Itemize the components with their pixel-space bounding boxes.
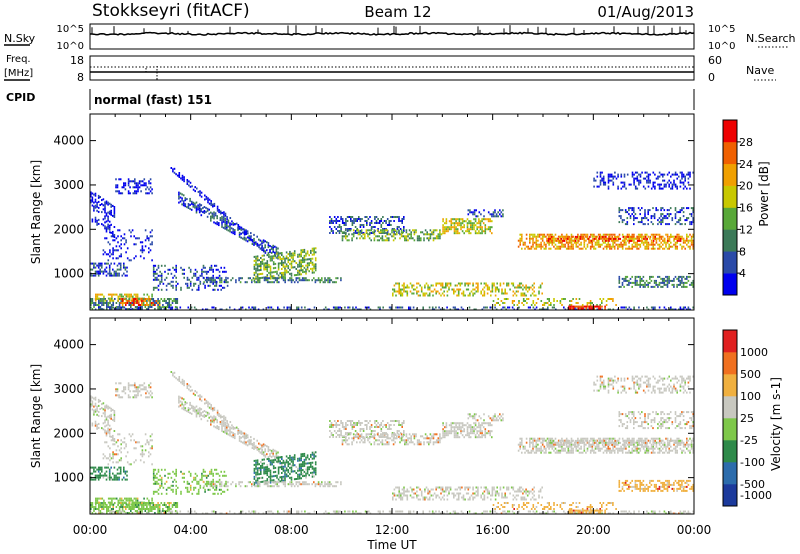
freq-left-tick-bottom: 8 — [77, 71, 84, 84]
freq-right-tick-bottom: 0 — [708, 71, 715, 84]
colorbar-tick-label: 500 — [740, 368, 761, 381]
x-tick-label: 04:00 — [173, 523, 208, 537]
freq-panel-frame — [89, 55, 695, 81]
station-title: Stokkseyri (fitACF) — [92, 1, 250, 21]
colorbar-swatch — [723, 185, 737, 208]
colorbar-tick-label: 4 — [739, 267, 746, 280]
colorbar-swatch — [723, 440, 737, 463]
x-tick-label: 12:00 — [375, 523, 410, 537]
colorbar-swatch — [723, 273, 737, 296]
noise-left-label: N.Sky — [4, 32, 36, 45]
velocity-ylabel: Slant Range [km] — [29, 364, 43, 468]
colorbar-tick-label: -500 — [740, 478, 765, 491]
x-tick-label: 16:00 — [475, 523, 510, 537]
colorbar-swatch — [723, 330, 737, 353]
freq-right-tick-top: 60 — [708, 54, 722, 67]
colorbar-swatch — [723, 207, 737, 230]
velocity-colorbar: 1000 500 100 25 -25 -100 -500-1000 — [722, 329, 772, 507]
colorbar-swatch — [723, 418, 737, 441]
noise-panel-frame — [89, 23, 695, 50]
colorbar-swatch — [723, 352, 737, 375]
colorbar-tick-label: -1000 — [740, 489, 772, 502]
y-tick-label: 4000 — [53, 134, 84, 148]
power-colorbar: 4 8 12 16 20 24 28 — [722, 119, 753, 296]
velocity-colorbar-label: Velocity [m s-1] — [769, 377, 783, 471]
velocity-y-ticks: 1000 2000 3000 4000 — [53, 338, 694, 485]
freq-panel: Freq. [MHz] 18 8 60 0 Nave — [4, 54, 776, 84]
y-tick-label: 1000 — [53, 267, 84, 281]
power-x-ticks — [89, 114, 695, 310]
x-tick-label: 20:00 — [576, 523, 611, 537]
velocity-data — [90, 371, 694, 515]
colorbar-swatch — [723, 462, 737, 485]
power-frame — [89, 113, 695, 311]
power-data — [90, 167, 694, 311]
colorbar-swatch — [723, 141, 737, 165]
y-tick-label: 2000 — [53, 222, 84, 236]
colorbar-tick-label: 24 — [739, 158, 753, 171]
colorbar-swatch — [723, 120, 737, 143]
noise-right-label: N.Search — [746, 32, 796, 45]
x-axis-label: Time UT — [366, 538, 417, 552]
power-colorbar-label: Power [dB] — [757, 161, 771, 226]
cpid-mode: normal (fast) 151 — [94, 93, 212, 107]
colorbar-tick-label: 12 — [739, 223, 753, 236]
beam-title: Beam 12 — [364, 3, 431, 21]
power-ylabel: Slant Range [km] — [29, 160, 43, 264]
y-tick-label: 4000 — [53, 338, 84, 352]
noise-panel: N.Sky 10^5 10^0 10^5 10^0 N.Search — [4, 23, 796, 52]
colorbar-tick-label: -100 — [740, 456, 765, 469]
colorbar-tick-label: 20 — [739, 180, 753, 193]
x-tick-label: 00:00 — [73, 523, 108, 537]
colorbar-tick-label: 100 — [740, 390, 761, 403]
colorbar-swatch — [723, 374, 737, 397]
x-tick-labels: 00:00 04:00 08:00 12:00 16:00 20:00 00:00 — [73, 523, 712, 537]
power-y-ticks: 1000 2000 3000 4000 — [53, 134, 694, 281]
colorbar-tick-label: 25 — [740, 412, 754, 425]
colorbar-tick-label: 28 — [739, 136, 753, 149]
noise-right-tick-bottom: 10^0 — [708, 41, 735, 52]
noise-left-tick-top: 10^5 — [57, 24, 84, 35]
freq-label-line2: [MHz] — [4, 68, 33, 79]
y-tick-label: 3000 — [53, 178, 84, 192]
colorbar-tick-label: 16 — [739, 202, 753, 215]
colorbar-tick-label: 1000 — [740, 346, 768, 359]
freq-label-line1: Freq. — [6, 54, 31, 65]
colorbar-frame — [722, 329, 738, 507]
x-tick-label: 00:00 — [677, 523, 712, 537]
colorbar-tick-label: 8 — [739, 245, 746, 258]
noise-sky-line — [90, 31, 695, 36]
x-tick-label: 08:00 — [274, 523, 309, 537]
colorbar-swatch — [723, 251, 737, 274]
y-tick-label: 3000 — [53, 382, 84, 396]
date-title: 01/Aug/2013 — [597, 3, 694, 21]
noise-spikes — [91, 25, 687, 35]
velocity-panel: 1000 2000 3000 4000 Slant Range [km] 1000 50… — [29, 317, 783, 515]
colorbar-swatch — [723, 396, 737, 419]
power-panel: 1000 2000 3000 4000 Slant Range [km] 4 8 12 16… — [29, 113, 771, 311]
noise-right-tick-top: 10^5 — [708, 24, 735, 35]
freq-left-tick-top: 18 — [70, 54, 84, 67]
y-tick-label: 1000 — [53, 471, 84, 485]
y-tick-label: 2000 — [53, 426, 84, 440]
colorbar-swatch — [723, 229, 737, 252]
colorbar-swatch — [723, 484, 737, 507]
cpid-label: CPID — [6, 91, 35, 104]
freq-glitch-marks — [145, 66, 158, 80]
velocity-x-ticks — [89, 318, 695, 514]
colorbar-swatch — [723, 163, 737, 186]
colorbar-tick-label: -25 — [740, 434, 758, 447]
velocity-frame — [89, 317, 695, 515]
noise-left-tick-bottom: 10^0 — [57, 41, 84, 52]
freq-right-label: Nave — [746, 64, 774, 77]
